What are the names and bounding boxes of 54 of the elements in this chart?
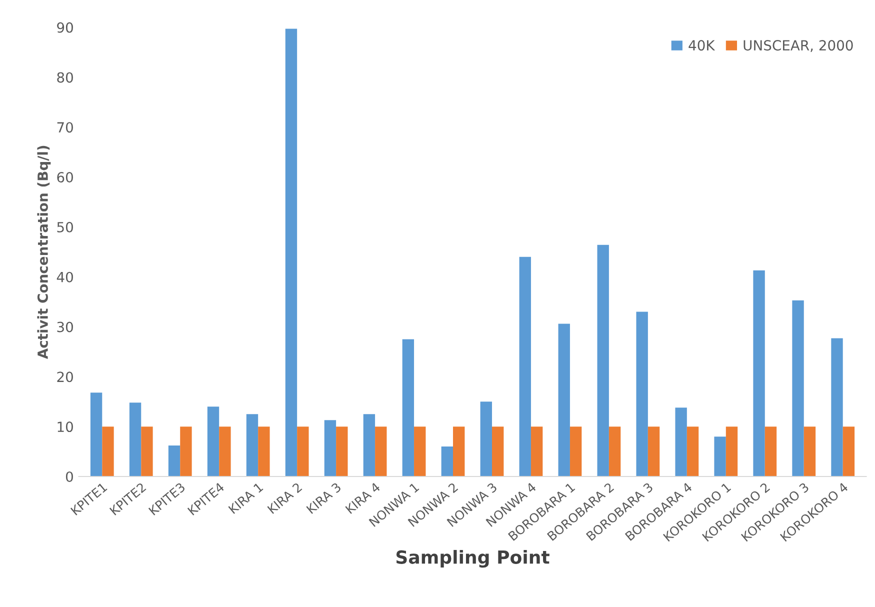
y-tick-label: 70 bbox=[57, 122, 73, 133]
bar bbox=[219, 426, 231, 476]
y-axis-title: Activit Concentration (Bq/l) bbox=[37, 146, 51, 360]
bar bbox=[558, 324, 570, 476]
bar bbox=[792, 300, 804, 476]
y-tick-label: 40 bbox=[56, 272, 73, 282]
bar bbox=[570, 426, 582, 476]
bar bbox=[441, 446, 454, 476]
bar bbox=[402, 339, 414, 476]
bar bbox=[207, 406, 220, 476]
bar bbox=[363, 414, 376, 476]
y-tick-label: 20 bbox=[57, 372, 73, 382]
x-axis-title: Sampling Point bbox=[396, 550, 550, 568]
bar bbox=[842, 426, 855, 476]
y-tick-label: 80 bbox=[57, 72, 73, 83]
bar bbox=[285, 28, 298, 476]
bar bbox=[246, 414, 258, 476]
bar bbox=[608, 426, 621, 476]
bar bbox=[764, 426, 777, 476]
bar bbox=[375, 426, 387, 476]
bar bbox=[141, 426, 153, 476]
bar bbox=[831, 338, 843, 476]
y-tick-label: 60 bbox=[57, 172, 73, 183]
bar bbox=[714, 436, 726, 476]
bar bbox=[753, 270, 765, 476]
bar bbox=[129, 402, 142, 476]
bar bbox=[686, 426, 699, 476]
y-tick-label: 50 bbox=[57, 222, 73, 232]
bar bbox=[297, 426, 309, 476]
legend-label: 40K bbox=[688, 40, 716, 51]
bar bbox=[648, 426, 660, 476]
bar bbox=[804, 426, 816, 476]
bar bbox=[453, 426, 465, 476]
bar bbox=[258, 426, 270, 476]
bar bbox=[90, 392, 102, 476]
bar bbox=[530, 426, 543, 476]
y-tick-label: 10 bbox=[58, 422, 73, 432]
bar bbox=[480, 402, 492, 476]
bar bbox=[324, 420, 336, 476]
bar bbox=[675, 408, 687, 476]
y-tick-label: 90 bbox=[57, 22, 73, 33]
y-tick-label: 30 bbox=[57, 322, 73, 332]
bar bbox=[726, 426, 738, 476]
bar bbox=[180, 426, 192, 476]
bar bbox=[519, 256, 531, 476]
bar bbox=[492, 426, 504, 476]
y-tick-label: 0 bbox=[66, 471, 73, 482]
bar bbox=[636, 312, 648, 476]
legend-label: UNSCEAR, 2000 bbox=[744, 40, 853, 52]
bar bbox=[414, 426, 426, 476]
bar bbox=[168, 446, 180, 476]
bar bbox=[336, 426, 348, 476]
bar bbox=[102, 426, 114, 476]
bar bbox=[597, 244, 609, 476]
